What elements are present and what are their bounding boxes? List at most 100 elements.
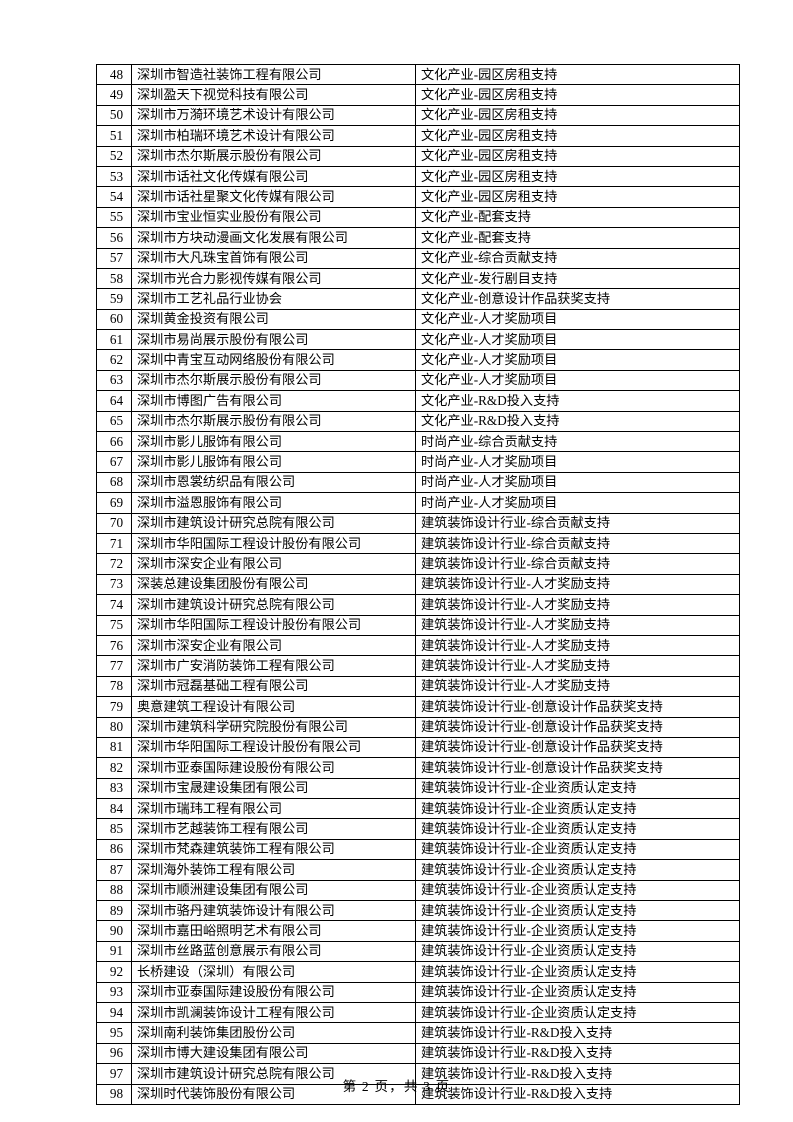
table-row: 56 深圳市方块动漫画文化发展有限公司 文化产业-配套支持 bbox=[96, 227, 740, 249]
company-name-cell: 深圳市影儿服饰有限公司 bbox=[131, 451, 416, 473]
company-name-cell: 深圳市博图广告有限公司 bbox=[131, 390, 416, 412]
support-category-cell: 文化产业-园区房租支持 bbox=[415, 104, 740, 127]
row-index-cell: 98 bbox=[96, 1083, 132, 1105]
company-name-cell: 深圳市艺越装饰工程有限公司 bbox=[131, 818, 416, 840]
row-index-cell: 58 bbox=[96, 267, 132, 290]
table-row: 59 深圳市工艺礼品行业协会 文化产业-创意设计作品获奖支持 bbox=[96, 288, 740, 310]
support-category-cell: 时尚产业-综合贡献支持 bbox=[415, 431, 740, 453]
company-name-cell: 深圳市嘉田峪照明艺术有限公司 bbox=[131, 920, 416, 942]
row-index-cell: 91 bbox=[96, 940, 132, 963]
support-category-cell: 建筑装饰设计行业-人才奖励支持 bbox=[415, 614, 740, 636]
table-row: 81 深圳市华阳国际工程设计股份有限公司 建筑装饰设计行业-创意设计作品获奖支持 bbox=[96, 736, 740, 759]
row-index-cell: 71 bbox=[96, 532, 132, 555]
row-index-cell: 64 bbox=[96, 390, 132, 412]
table-row: 89 深圳市骆丹建筑装饰设计有限公司 建筑装饰设计行业-企业资质认定支持 bbox=[96, 900, 740, 922]
table-row: 64 深圳市博图广告有限公司 文化产业-R&D投入支持 bbox=[96, 390, 740, 412]
row-index-cell: 59 bbox=[96, 288, 132, 310]
support-category-cell: 时尚产业-人才奖励项目 bbox=[415, 451, 740, 473]
support-category-cell: 建筑装饰设计行业-创意设计作品获奖支持 bbox=[415, 696, 740, 718]
company-name-cell: 深圳黄金投资有限公司 bbox=[131, 308, 416, 331]
company-name-cell: 深圳市深安企业有限公司 bbox=[131, 634, 416, 657]
company-name-cell: 深圳时代装饰股份有限公司 bbox=[131, 1083, 416, 1105]
support-category-cell: 建筑装饰设计行业-企业资质认定支持 bbox=[415, 879, 740, 902]
row-index-cell: 82 bbox=[96, 757, 132, 779]
company-name-cell: 深圳市话社文化传媒有限公司 bbox=[131, 165, 416, 188]
row-index-cell: 52 bbox=[96, 145, 132, 167]
company-name-cell: 深圳市杰尔斯展示股份有限公司 bbox=[131, 410, 416, 433]
table-row: 75 深圳市华阳国际工程设计股份有限公司 建筑装饰设计行业-人才奖励支持 bbox=[96, 614, 740, 636]
support-category-cell: 文化产业-园区房租支持 bbox=[415, 63, 740, 86]
table-row: 65 深圳市杰尔斯展示股份有限公司 文化产业-R&D投入支持 bbox=[96, 410, 740, 433]
table-row: 53 深圳市话社文化传媒有限公司 文化产业-园区房租支持 bbox=[96, 165, 740, 188]
support-category-cell: 建筑装饰设计行业-人才奖励支持 bbox=[415, 573, 740, 596]
table-row: 82 深圳市亚泰国际建设股份有限公司 建筑装饰设计行业-创意设计作品获奖支持 bbox=[96, 757, 740, 779]
row-index-cell: 63 bbox=[96, 369, 132, 392]
table-row: 96 深圳市博大建设集团有限公司 建筑装饰设计行业-R&D投入支持 bbox=[96, 1042, 740, 1065]
row-index-cell: 53 bbox=[96, 165, 132, 188]
row-index-cell: 48 bbox=[96, 63, 132, 86]
company-name-cell: 深圳市光合力影视传媒有限公司 bbox=[131, 267, 416, 290]
table-row: 88 深圳市顺洲建设集团有限公司 建筑装饰设计行业-企业资质认定支持 bbox=[96, 879, 740, 902]
support-category-cell: 文化产业-人才奖励项目 bbox=[415, 369, 740, 392]
support-category-cell: 文化产业-人才奖励项目 bbox=[415, 349, 740, 371]
table-row: 92 长桥建设（深圳）有限公司 建筑装饰设计行业-企业资质认定支持 bbox=[96, 961, 740, 983]
row-index-cell: 62 bbox=[96, 349, 132, 371]
table-body: 48 深圳市智造社装饰工程有限公司 文化产业-园区房租支持 49 深圳盈天下视觉科技有限… bbox=[96, 63, 740, 1105]
company-name-cell: 深圳市恩裳纺织品有限公司 bbox=[131, 471, 416, 494]
table-row: 55 深圳市宝业恒实业股份有限公司 文化产业-配套支持 bbox=[96, 206, 740, 229]
company-name-cell: 深圳市华阳国际工程设计股份有限公司 bbox=[131, 736, 416, 759]
company-name-cell: 深圳市大凡珠宝首饰有限公司 bbox=[131, 247, 416, 269]
company-name-cell: 深圳市深安企业有限公司 bbox=[131, 553, 416, 575]
company-name-cell: 深圳海外装饰工程有限公司 bbox=[131, 859, 416, 881]
support-category-cell: 建筑装饰设计行业-综合贡献支持 bbox=[415, 532, 740, 555]
company-name-cell: 深圳市凯澜装饰设计工程有限公司 bbox=[131, 1001, 416, 1024]
support-category-cell: 建筑装饰设计行业-企业资质认定支持 bbox=[415, 961, 740, 983]
table-row: 98 深圳时代装饰股份有限公司 建筑装饰设计行业-R&D投入支持 bbox=[96, 1083, 740, 1105]
row-index-cell: 76 bbox=[96, 634, 132, 657]
company-name-cell: 深圳市华阳国际工程设计股份有限公司 bbox=[131, 614, 416, 636]
page-footer: 第 2 页，共 3 页 bbox=[342, 1079, 451, 1094]
row-index-cell: 78 bbox=[96, 675, 132, 698]
row-index-cell: 70 bbox=[96, 512, 132, 534]
company-name-cell: 深圳市博大建设集团有限公司 bbox=[131, 1042, 416, 1065]
company-name-cell: 深圳市广安消防装饰工程有限公司 bbox=[131, 655, 416, 677]
row-index-cell: 54 bbox=[96, 186, 132, 208]
row-index-cell: 92 bbox=[96, 961, 132, 983]
table-row: 90 深圳市嘉田峪照明艺术有限公司 建筑装饰设计行业-企业资质认定支持 bbox=[96, 920, 740, 942]
support-category-cell: 文化产业-综合贡献支持 bbox=[415, 247, 740, 269]
support-category-cell: 文化产业-配套支持 bbox=[415, 227, 740, 249]
row-index-cell: 88 bbox=[96, 879, 132, 902]
row-index-cell: 49 bbox=[96, 84, 132, 106]
company-name-cell: 深圳中青宝互动网络股份有限公司 bbox=[131, 349, 416, 371]
table-row: 70 深圳市建筑设计研究总院有限公司 建筑装饰设计行业-综合贡献支持 bbox=[96, 512, 740, 534]
company-name-cell: 深圳市骆丹建筑装饰设计有限公司 bbox=[131, 900, 416, 922]
table-row: 95 深圳南利装饰集团股份公司 建筑装饰设计行业-R&D投入支持 bbox=[96, 1022, 740, 1044]
support-category-cell: 文化产业-R&D投入支持 bbox=[415, 390, 740, 412]
row-index-cell: 50 bbox=[96, 104, 132, 127]
support-category-cell: 文化产业-园区房租支持 bbox=[415, 84, 740, 106]
row-index-cell: 87 bbox=[96, 859, 132, 881]
support-category-cell: 文化产业-发行剧目支持 bbox=[415, 267, 740, 290]
row-index-cell: 83 bbox=[96, 777, 132, 800]
company-name-cell: 深圳市智造社装饰工程有限公司 bbox=[131, 63, 416, 86]
table-row: 84 深圳市瑞玮工程有限公司 建筑装饰设计行业-企业资质认定支持 bbox=[96, 798, 740, 820]
support-category-cell: 建筑装饰设计行业-企业资质认定支持 bbox=[415, 798, 740, 820]
table-row: 91 深圳市丝路蓝创意展示有限公司 建筑装饰设计行业-企业资质认定支持 bbox=[96, 940, 740, 963]
support-category-cell: 建筑装饰设计行业-企业资质认定支持 bbox=[415, 838, 740, 861]
support-category-cell: 建筑装饰设计行业-综合贡献支持 bbox=[415, 512, 740, 534]
support-category-cell: 时尚产业-人才奖励项目 bbox=[415, 471, 740, 494]
company-name-cell: 深圳市工艺礼品行业协会 bbox=[131, 288, 416, 310]
support-category-cell: 建筑装饰设计行业-创意设计作品获奖支持 bbox=[415, 736, 740, 759]
company-name-cell: 深圳市柏瑞环境艺术设计有限公司 bbox=[131, 125, 416, 147]
company-name-cell: 奥意建筑工程设计有限公司 bbox=[131, 696, 416, 718]
company-name-cell: 深圳市影儿服饰有限公司 bbox=[131, 431, 416, 453]
row-index-cell: 89 bbox=[96, 900, 132, 922]
support-category-cell: 建筑装饰设计行业-企业资质认定支持 bbox=[415, 777, 740, 800]
table-row: 48 深圳市智造社装饰工程有限公司 文化产业-园区房租支持 bbox=[96, 63, 740, 86]
table-row: 62 深圳中青宝互动网络股份有限公司 文化产业-人才奖励项目 bbox=[96, 349, 740, 371]
table-row: 94 深圳市凯澜装饰设计工程有限公司 建筑装饰设计行业-企业资质认定支持 bbox=[96, 1001, 740, 1024]
support-category-cell: 文化产业-R&D投入支持 bbox=[415, 410, 740, 433]
row-index-cell: 55 bbox=[96, 206, 132, 229]
table-row: 78 深圳市冠磊基础工程有限公司 建筑装饰设计行业-人才奖励支持 bbox=[96, 675, 740, 698]
support-category-cell: 文化产业-创意设计作品获奖支持 bbox=[415, 288, 740, 310]
